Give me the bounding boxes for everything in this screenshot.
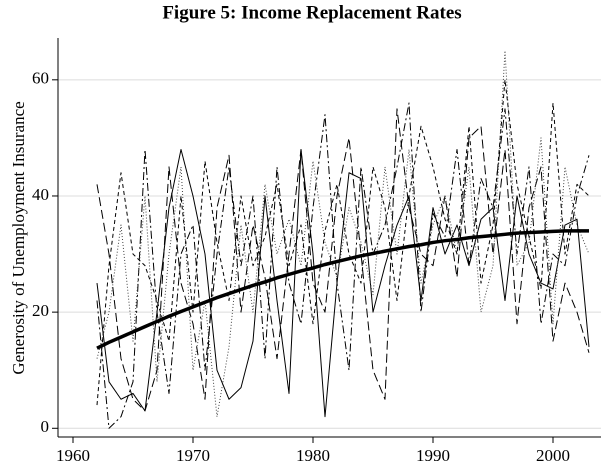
y-tick-label: 0 — [41, 417, 50, 436]
series-line — [96, 108, 590, 412]
series-line — [96, 149, 590, 418]
x-tick-label: 1980 — [296, 446, 330, 465]
x-tick-label: 2000 — [536, 446, 570, 465]
series-line — [96, 102, 590, 429]
x-tick-label: 1990 — [416, 446, 450, 465]
x-tick-label: 1960 — [56, 446, 90, 465]
chart-title: Figure 5: Income Replacement Rates — [162, 2, 461, 23]
y-tick-label: 40 — [32, 185, 49, 204]
x-tick-label: 1970 — [176, 446, 210, 465]
series-line — [96, 229, 589, 350]
series-line — [96, 79, 590, 406]
y-tick-label: 20 — [32, 301, 49, 320]
series-line — [96, 50, 590, 418]
y-axis-label: Generosity of Unemployment Insurance — [9, 101, 28, 374]
y-tick-label: 60 — [32, 69, 49, 88]
